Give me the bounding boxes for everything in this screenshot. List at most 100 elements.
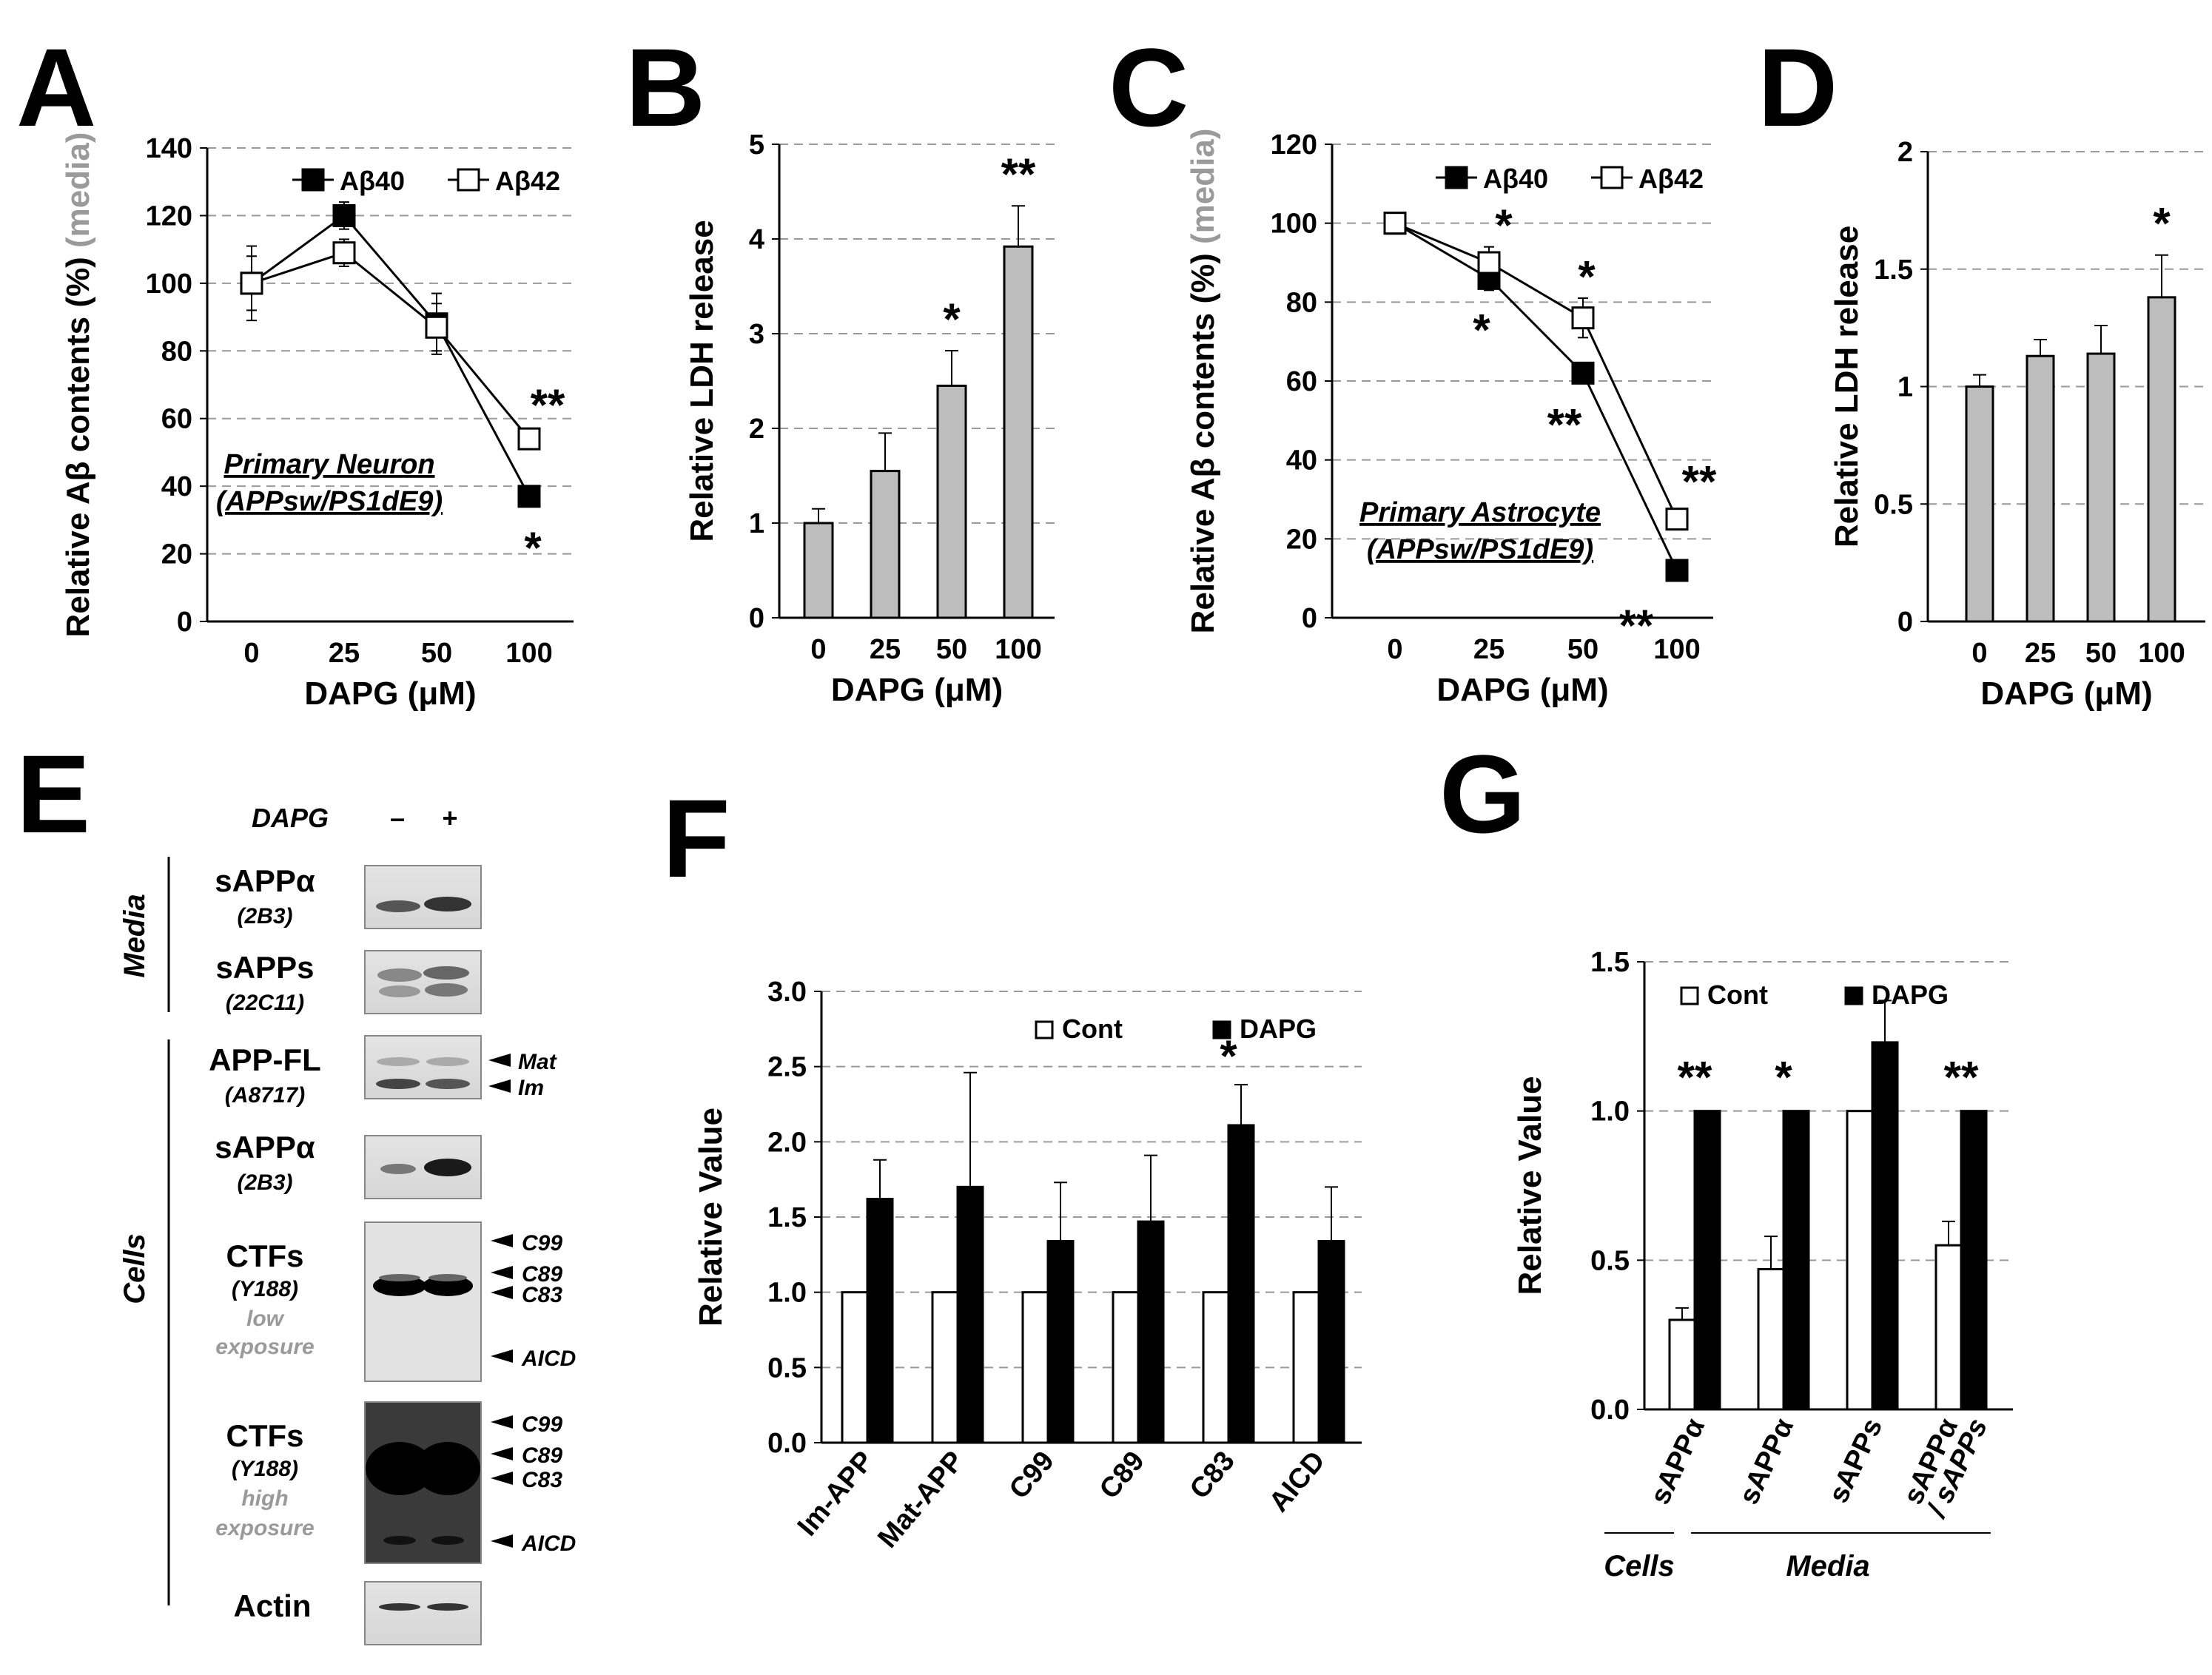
band-label: AICD [521, 1531, 576, 1556]
bar [803, 522, 834, 619]
legend-label: Aβ42 [1638, 164, 1704, 194]
legend-swatch [1035, 1020, 1054, 1039]
significance-marker: * [2153, 199, 2171, 249]
bar [2026, 354, 2055, 623]
band-label: AICD [521, 1347, 576, 1371]
blot-band [366, 1442, 434, 1495]
panel-letter-b: B [625, 25, 705, 149]
bar-DAPG [1782, 1110, 1810, 1411]
bar-DAPG [1317, 1240, 1345, 1444]
y-tick-label: 0 [177, 607, 192, 638]
blot-band [415, 1442, 480, 1495]
y-axis-label: Relative Value [693, 1108, 729, 1327]
bar-DAPG [956, 1185, 984, 1444]
x-tick-label: 50 [2085, 638, 2117, 669]
bar [1003, 245, 1034, 619]
y-tick-label: 4 [749, 224, 764, 255]
y-tick-label: 1.5 [767, 1202, 807, 1233]
side-label-cells: Cells [118, 1233, 151, 1304]
x-tick-label: sAPPs [1823, 1414, 1889, 1508]
significance-marker: * [1220, 1031, 1237, 1081]
y-tick-label: 120 [1271, 129, 1317, 161]
blot-row-label: sAPPs [215, 950, 314, 985]
significance-marker: ** [1944, 1053, 1979, 1102]
y-tick-label: 0 [749, 603, 764, 634]
data-point-Aβ40 [1665, 559, 1689, 582]
series-line-Aβ40 [1394, 222, 1678, 571]
exposure-note: low [246, 1307, 285, 1331]
blot-strip [364, 1035, 482, 1099]
bar-Cont [1757, 1267, 1785, 1411]
y-axis-label: Relative Aβ contents (%) (media) [60, 132, 96, 638]
band-arrow [491, 1286, 513, 1299]
blot-row-label: Actin [234, 1588, 312, 1623]
panel-letter-a: A [16, 25, 96, 149]
x-tick-label: Im-APP [792, 1446, 880, 1543]
bar-DAPG [1046, 1240, 1075, 1444]
blot-strip [364, 1581, 482, 1645]
chart-c-line: 0 20 40 60 80 100 120 0 25 50 100 DAPG (μM) Relative… [1185, 129, 1717, 708]
inset-label: (APPsw/PS1dE9) [1367, 534, 1593, 565]
significance-marker: ** [1547, 400, 1582, 449]
legend-label: Aβ40 [1483, 164, 1548, 194]
y-tick-label: 80 [1286, 287, 1317, 318]
data-point-Aβ42 [425, 315, 448, 339]
x-tick-label: 25 [1473, 634, 1505, 665]
y-tick-label: 40 [1286, 445, 1317, 476]
band-arrow [488, 1079, 511, 1093]
blot-band [379, 1274, 420, 1281]
band-arrow [491, 1349, 513, 1363]
x-tick-label: C83 [1184, 1446, 1241, 1505]
blot-band [424, 897, 471, 911]
blot-strip [364, 865, 482, 929]
bar-DAPG [1960, 1110, 1988, 1411]
blot-row-antibody: (2B3) [237, 904, 292, 929]
x-tick-label: 100 [1653, 634, 1700, 665]
data-point-Aβ42 [332, 241, 356, 265]
significance-marker: * [524, 523, 542, 573]
band-arrow [491, 1534, 513, 1548]
legend-label: Aβ40 [340, 166, 405, 196]
bar-Cont [1292, 1291, 1320, 1444]
x-tick-label: 100 [2138, 638, 2185, 669]
blot-condition-label: DAPG [252, 803, 329, 833]
significance-marker: ** [1619, 601, 1654, 650]
panel-letter-g: G [1439, 732, 1526, 856]
blot-band [376, 900, 420, 912]
blot-band [380, 1164, 416, 1174]
legend-label: DAPG [1240, 1014, 1317, 1044]
series-line-Aβ42 [251, 252, 531, 440]
x-tick-label: C99 [1004, 1446, 1060, 1505]
bar-Cont [1934, 1244, 1963, 1411]
blot-band [377, 1057, 420, 1066]
bar-DAPG [1137, 1220, 1165, 1444]
chart-f-grouped-bar: 0.0 0.5 1.0 1.5 2.0 2.5 3.0 * Relative Value Cont… [693, 977, 1362, 1554]
exposure-note: high [241, 1486, 288, 1511]
x-tick-label: 0 [1971, 638, 1987, 669]
y-tick-label: 120 [146, 200, 192, 232]
significance-marker: ** [531, 380, 565, 430]
western-blot-panel: DAPG – + Media Cells sAPPα (2B3) sAPPs (… [118, 803, 576, 1645]
bar-Cont [931, 1291, 959, 1444]
band-label: Mat [518, 1050, 558, 1074]
panel-letter-f: F [662, 776, 730, 900]
y-tick-label: 0.5 [1874, 489, 1913, 520]
y-tick-label: 0.0 [767, 1428, 807, 1459]
legend-marker [457, 168, 480, 192]
x-axis-label: DAPG (μM) [1436, 672, 1608, 708]
blot-band [383, 1536, 416, 1545]
band-label: Im [518, 1076, 544, 1100]
blot-band [427, 1603, 468, 1611]
significance-marker: * [1775, 1053, 1792, 1102]
significance-marker: * [1495, 200, 1513, 250]
blot-row-label: CTFs [226, 1418, 304, 1453]
blot-band [379, 1603, 420, 1611]
y-tick-label: 1.0 [1590, 1096, 1630, 1128]
data-point-Aβ42 [1665, 508, 1689, 531]
data-point-Aβ42 [517, 427, 541, 451]
band-label: C89 [522, 1262, 562, 1287]
data-point-Aβ40 [1571, 361, 1595, 385]
x-tick-label: 0 [1387, 634, 1402, 665]
significance-marker: * [943, 294, 961, 344]
